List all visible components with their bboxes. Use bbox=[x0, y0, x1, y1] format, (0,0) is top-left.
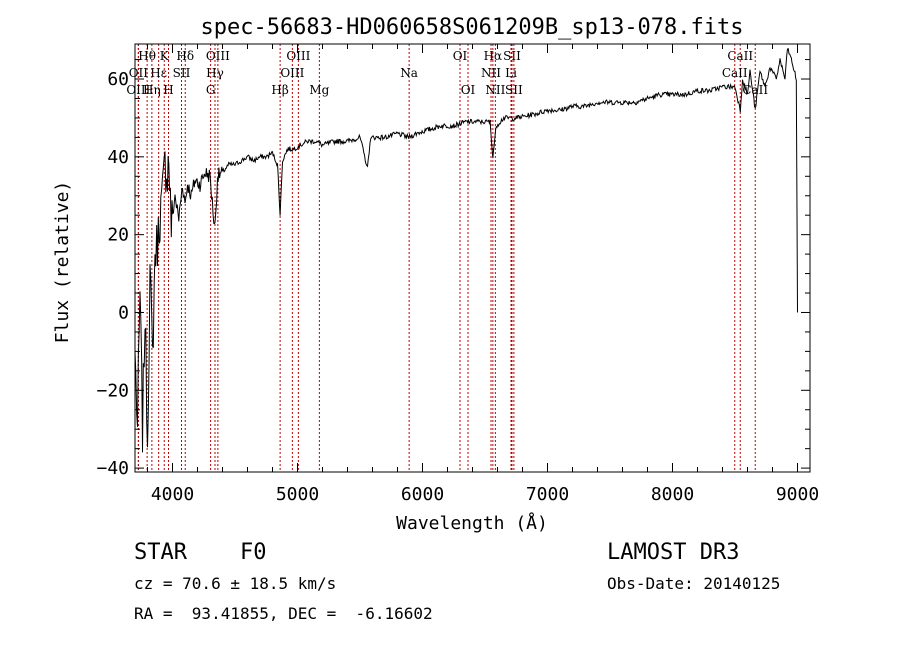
obs-date: Obs-Date: 20140125 bbox=[607, 574, 781, 593]
spectral-subclass: F0 bbox=[240, 540, 267, 565]
y-tick-label: 0 bbox=[118, 302, 129, 323]
y-axis-label: Flux (relative) bbox=[52, 181, 73, 344]
survey-name: LAMOST DR3 bbox=[607, 540, 740, 565]
line-label: Hη bbox=[143, 83, 161, 97]
x-tick-label: 4000 bbox=[151, 484, 194, 505]
y-tick-label: 20 bbox=[107, 225, 129, 246]
line-label: Mg bbox=[309, 83, 329, 97]
y-tick-label: 60 bbox=[107, 69, 129, 90]
x-tick-label: 5000 bbox=[276, 484, 319, 505]
line-label: CaII bbox=[727, 49, 753, 63]
x-tick-label: 8000 bbox=[651, 484, 694, 505]
line-label: SII bbox=[173, 66, 191, 80]
spectrum-chart: spec-56683-HD060658S061209B_sp13-078.fit… bbox=[52, 15, 819, 534]
line-label: K bbox=[160, 49, 170, 63]
line-label: OIII bbox=[126, 83, 150, 97]
line-label: OI bbox=[453, 49, 468, 63]
y-tick-label: −20 bbox=[96, 380, 129, 401]
line-label: Li bbox=[505, 66, 517, 80]
line-label: G bbox=[206, 83, 216, 97]
spectrum-line bbox=[134, 48, 798, 453]
line-label: H bbox=[163, 83, 173, 97]
x-tick-label: 7000 bbox=[526, 484, 569, 505]
line-label: OIII bbox=[286, 49, 310, 63]
line-label: OI bbox=[461, 83, 476, 97]
line-label: Hα bbox=[484, 49, 503, 63]
line-label: Hγ bbox=[206, 66, 224, 80]
line-label: Hβ bbox=[271, 83, 288, 97]
line-label: Hε bbox=[150, 66, 167, 80]
coordinates-readout: RA = 93.41855, DEC = -6.16602 bbox=[134, 604, 433, 623]
line-label: Na bbox=[400, 66, 418, 80]
y-tick-label: 40 bbox=[107, 147, 129, 168]
line-label: NII bbox=[485, 83, 505, 97]
velocity-readout: cz = 70.6 ± 18.5 km/s bbox=[134, 574, 337, 593]
x-tick-label: 9000 bbox=[776, 484, 819, 505]
plot-frame bbox=[134, 43, 811, 473]
line-label: OIII bbox=[206, 49, 230, 63]
y-tick-label: −40 bbox=[96, 458, 129, 479]
line-label: NII bbox=[481, 66, 501, 80]
line-label: SII bbox=[505, 83, 523, 97]
chart-title: spec-56683-HD060658S061209B_sp13-078.fit… bbox=[200, 15, 743, 40]
object-class: STAR bbox=[134, 540, 187, 565]
line-label: CaII bbox=[722, 66, 748, 80]
x-axis-label: Wavelength (Å) bbox=[396, 512, 548, 534]
line-label: OIII bbox=[280, 66, 304, 80]
line-label: Hθ bbox=[138, 49, 156, 63]
line-label: SII bbox=[503, 49, 521, 63]
line-label: Hδ bbox=[176, 49, 194, 63]
x-tick-label: 6000 bbox=[401, 484, 444, 505]
